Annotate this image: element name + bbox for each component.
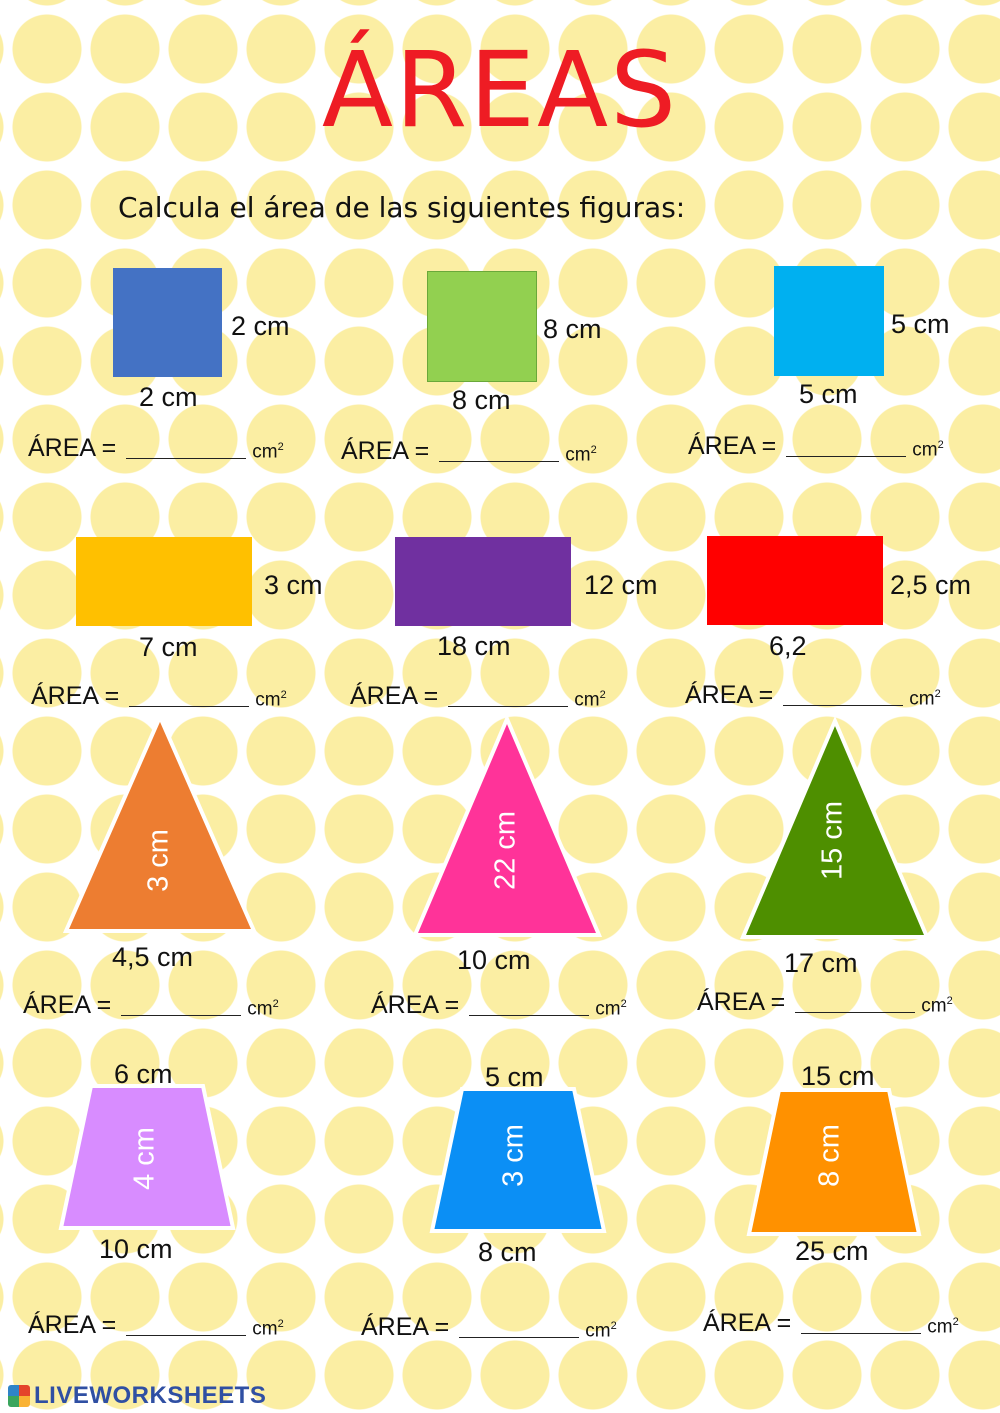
unit-label: cm2 bbox=[574, 688, 606, 710]
answer-field-6[interactable] bbox=[783, 683, 904, 706]
rectangle-purple-height-label: 12 cm bbox=[584, 570, 658, 600]
answer-field-9[interactable] bbox=[795, 990, 916, 1013]
answer-field-3[interactable] bbox=[786, 434, 907, 457]
triangle-green bbox=[739, 716, 931, 939]
unit-label: cm2 bbox=[927, 1315, 959, 1337]
answer-field-10[interactable] bbox=[126, 1313, 247, 1336]
answer-field-5[interactable] bbox=[448, 684, 569, 707]
area-answer-6: ÁREA = cm2 bbox=[685, 681, 941, 709]
area-answer-1: ÁREA = cm2 bbox=[28, 434, 284, 462]
area-prefix: ÁREA = bbox=[28, 434, 117, 462]
triangle-orange-base-label: 4,5 cm bbox=[112, 942, 194, 972]
instruction-text: Calcula el área de las siguientes figura… bbox=[118, 191, 686, 224]
area-prefix: ÁREA = bbox=[350, 682, 439, 710]
trapezoid-blue bbox=[429, 1087, 607, 1233]
unit-label: cm2 bbox=[252, 1317, 284, 1339]
trapezoid-blue-height-label: 3 cm bbox=[497, 1124, 530, 1187]
unit-label: cm2 bbox=[909, 687, 941, 709]
area-prefix: ÁREA = bbox=[371, 991, 460, 1019]
square-cyan bbox=[774, 266, 884, 376]
triangle-pink-base-label: 10 cm bbox=[457, 945, 531, 975]
triangle-pink bbox=[411, 714, 603, 937]
triangle-pink-height-label: 22 cm bbox=[489, 811, 522, 890]
triangle-green-height-label: 15 cm bbox=[816, 801, 849, 880]
area-prefix: ÁREA = bbox=[31, 682, 120, 710]
answer-field-12[interactable] bbox=[801, 1311, 922, 1334]
rectangle-red bbox=[707, 536, 883, 625]
unit-label: cm2 bbox=[585, 1319, 617, 1341]
rectangle-purple bbox=[395, 537, 571, 626]
trapezoid-purple-top-label: 6 cm bbox=[114, 1059, 173, 1089]
area-prefix: ÁREA = bbox=[688, 432, 777, 460]
area-prefix: ÁREA = bbox=[28, 1311, 117, 1339]
square-cyan-side-label: 5 cm bbox=[891, 309, 950, 339]
square-green bbox=[427, 271, 537, 382]
area-answer-8: ÁREA = cm2 bbox=[371, 991, 627, 1019]
footer-brand: LIVEWORKSHEETS bbox=[8, 1382, 266, 1410]
trapezoid-purple-bottom-label: 10 cm bbox=[99, 1234, 173, 1264]
trapezoid-purple bbox=[58, 1084, 236, 1230]
area-answer-10: ÁREA = cm2 bbox=[28, 1311, 284, 1339]
unit-label: cm2 bbox=[912, 438, 944, 460]
area-answer-3: ÁREA = cm2 bbox=[688, 432, 944, 460]
area-answer-5: ÁREA = cm2 bbox=[350, 682, 606, 710]
trapezoid-orange-top-label: 15 cm bbox=[801, 1061, 875, 1091]
area-prefix: ÁREA = bbox=[23, 991, 112, 1019]
page-title: ÁREAS bbox=[321, 29, 679, 151]
unit-label: cm2 bbox=[595, 997, 627, 1019]
trapezoid-blue-top-label: 5 cm bbox=[485, 1062, 544, 1092]
rectangle-purple-base-label: 18 cm bbox=[437, 631, 511, 661]
area-prefix: ÁREA = bbox=[703, 1309, 792, 1337]
footer-brand-text: LIVEWORKSHEETS bbox=[34, 1382, 267, 1409]
rectangle-red-height-label: 2,5 cm bbox=[890, 570, 972, 600]
answer-field-1[interactable] bbox=[126, 436, 247, 459]
trapezoid-orange-height-label: 8 cm bbox=[813, 1124, 846, 1187]
rectangle-yellow-height-label: 3 cm bbox=[264, 570, 323, 600]
area-answer-4: ÁREA = cm2 bbox=[31, 682, 287, 710]
answer-field-4[interactable] bbox=[129, 684, 250, 707]
unit-label: cm2 bbox=[921, 994, 953, 1016]
area-prefix: ÁREA = bbox=[685, 681, 774, 709]
square-blue-base-label: 2 cm bbox=[139, 382, 198, 412]
area-answer-11: ÁREA = cm2 bbox=[361, 1313, 617, 1341]
area-prefix: ÁREA = bbox=[697, 988, 786, 1016]
trapezoid-purple-height-label: 4 cm bbox=[128, 1127, 161, 1190]
area-answer-7: ÁREA = cm2 bbox=[23, 991, 279, 1019]
square-blue-side-label: 2 cm bbox=[231, 311, 290, 341]
answer-field-8[interactable] bbox=[469, 993, 590, 1016]
unit-label: cm2 bbox=[565, 443, 597, 465]
unit-label: cm2 bbox=[252, 440, 284, 462]
answer-field-7[interactable] bbox=[121, 993, 242, 1016]
area-prefix: ÁREA = bbox=[361, 1313, 450, 1341]
triangle-orange-height-label: 3 cm bbox=[142, 829, 175, 892]
area-answer-9: ÁREA = cm2 bbox=[697, 988, 953, 1016]
square-blue bbox=[113, 268, 222, 377]
square-green-side-label: 8 cm bbox=[543, 314, 602, 344]
unit-label: cm2 bbox=[255, 688, 287, 710]
rectangle-yellow bbox=[76, 537, 252, 626]
area-answer-12: ÁREA = cm2 bbox=[703, 1309, 959, 1337]
answer-field-2[interactable] bbox=[439, 439, 560, 462]
trapezoid-orange-bottom-label: 25 cm bbox=[795, 1236, 869, 1266]
unit-label: cm2 bbox=[247, 997, 279, 1019]
liveworksheets-logo-icon bbox=[8, 1385, 30, 1407]
square-cyan-base-label: 5 cm bbox=[799, 379, 858, 409]
answer-field-11[interactable] bbox=[459, 1315, 580, 1338]
triangle-orange bbox=[62, 712, 258, 933]
rectangle-yellow-base-label: 7 cm bbox=[139, 632, 198, 662]
triangle-green-base-label: 17 cm bbox=[784, 948, 858, 978]
area-prefix: ÁREA = bbox=[341, 437, 430, 465]
trapezoid-orange bbox=[746, 1088, 922, 1236]
area-answer-2: ÁREA = cm2 bbox=[341, 437, 597, 465]
square-green-base-label: 8 cm bbox=[452, 385, 511, 415]
trapezoid-blue-bottom-label: 8 cm bbox=[478, 1237, 537, 1267]
rectangle-red-base-label: 6,2 bbox=[769, 631, 807, 661]
